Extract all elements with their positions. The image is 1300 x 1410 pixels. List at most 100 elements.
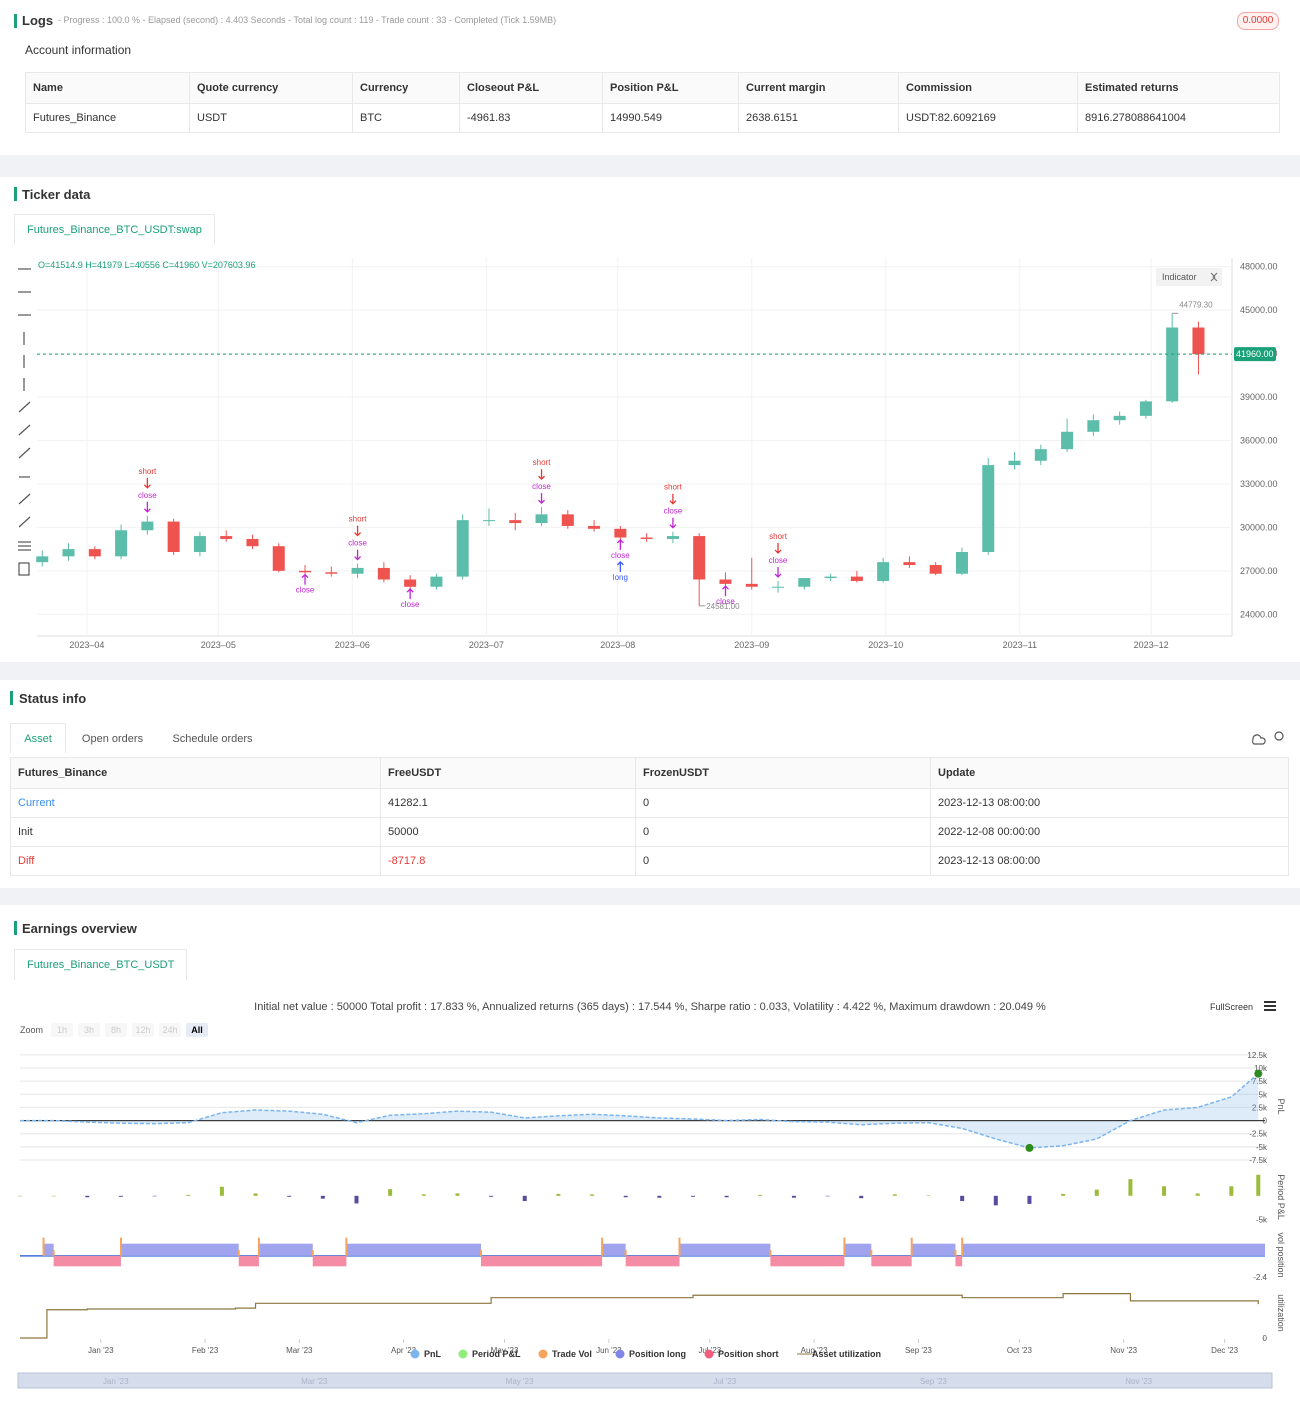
y-tick-label: 24000.00 — [1240, 609, 1278, 619]
navigator-label: Sep '23 — [920, 1377, 947, 1386]
period-bar — [825, 1195, 830, 1197]
period-bar — [791, 1195, 796, 1198]
position-block — [258, 1243, 313, 1256]
candle-body — [588, 525, 601, 529]
legend-label[interactable]: Period P&L — [472, 1349, 521, 1359]
table-cell: Futures_Binance — [25, 103, 190, 133]
period-bar — [892, 1194, 897, 1196]
signal-arrow — [301, 573, 309, 585]
period-bar — [421, 1194, 426, 1196]
table-row: Init 50000 0 2022-12-08 00:00:00 — [10, 817, 1289, 847]
period-bar — [724, 1195, 729, 1198]
ticker-tab[interactable]: Futures_Binance_BTC_USDT:swap — [14, 214, 215, 245]
status-table: Futures_Binance FreeUSDT FrozenUSDT Update C… — [10, 757, 1289, 876]
y-tick-label: 0 — [1263, 1334, 1268, 1343]
candle-body — [903, 562, 916, 566]
zoom-button-label[interactable]: 3h — [84, 1025, 94, 1035]
x-tick-label: Nov '23 — [1110, 1346, 1137, 1355]
signal-arrow — [406, 588, 414, 600]
period-bar — [1162, 1186, 1167, 1196]
header-cell: FrozenUSDT — [635, 757, 931, 789]
position-block — [120, 1243, 239, 1256]
signal-label: close — [348, 539, 367, 548]
zoom-button-label[interactable]: 24h — [162, 1025, 177, 1035]
candle-body — [850, 576, 863, 581]
signal-arrow — [354, 549, 362, 561]
zoom-button-label[interactable]: All — [191, 1025, 203, 1035]
candle-body — [115, 530, 128, 557]
legend-label[interactable]: Asset utilization — [812, 1349, 881, 1359]
candle-body — [36, 556, 49, 563]
period-bar — [657, 1195, 662, 1198]
position-block — [312, 1255, 347, 1267]
position-block — [43, 1243, 54, 1256]
position-block — [480, 1255, 603, 1267]
position-block — [346, 1243, 481, 1256]
zoom-button-label[interactable]: 8h — [111, 1025, 121, 1035]
zoom-button-label[interactable]: 1h — [57, 1025, 67, 1035]
candle-body — [509, 520, 522, 524]
candle-body — [325, 572, 338, 574]
y-tick-label: -2.4 — [1253, 1273, 1267, 1282]
candle-body — [220, 536, 233, 539]
logs-title: Logs — [22, 13, 54, 28]
signal-label: long — [613, 573, 628, 582]
legend-label[interactable]: Position long — [629, 1349, 686, 1359]
account-title: Account information — [25, 43, 132, 57]
logs-card: Logs - Progress : 100.0 % - Elapsed (sec… — [0, 0, 1300, 155]
status-tab[interactable]: Schedule orders — [158, 723, 267, 753]
earnings-tab[interactable]: Futures_Binance_BTC_USDT — [14, 949, 188, 980]
x-tick-label: 2023–09 — [734, 640, 769, 650]
legend-symbol — [615, 1349, 625, 1359]
ticker-title: Ticker data — [22, 187, 91, 202]
period-bar — [859, 1195, 864, 1199]
candle-body — [377, 567, 390, 580]
period-bar — [51, 1195, 56, 1197]
signal-arrow — [616, 538, 624, 550]
period-bar — [1128, 1179, 1133, 1196]
x-tick-label: Apr '23 — [391, 1346, 417, 1355]
zoom-button — [186, 1023, 208, 1037]
candle-body — [877, 562, 890, 581]
legend-symbol — [538, 1349, 548, 1359]
table-row: Diff -8717.8 0 2023-12-13 08:00:00 — [10, 846, 1289, 876]
header-row: Name Quote currency Currency Closeout P&L Po… — [25, 72, 1280, 104]
signal-label: close — [716, 597, 735, 606]
navigator — [17, 1372, 1273, 1389]
y-tick-label: -5k — [1256, 1216, 1268, 1225]
extreme-point — [1254, 1069, 1263, 1078]
y-tick-label: -7.5k — [1249, 1156, 1268, 1165]
x-tick-label: Dec '23 — [1211, 1346, 1238, 1355]
fullscreen-button[interactable]: FullScreen — [1210, 1002, 1253, 1012]
indicator-button[interactable]: Indicator — [1156, 268, 1222, 286]
legend-label[interactable]: Position short — [718, 1349, 779, 1359]
candle-body — [1113, 415, 1126, 421]
legend-symbol — [410, 1349, 420, 1359]
legend-label[interactable]: PnL — [424, 1349, 442, 1359]
x-tick-label: 2023–12 — [1134, 640, 1169, 650]
zoom-button — [132, 1023, 154, 1037]
period-bar — [758, 1194, 763, 1196]
x-tick-label: Jun '23 — [596, 1346, 622, 1355]
table-cell: 0 — [635, 846, 931, 876]
status-tab[interactable]: Asset — [10, 723, 66, 753]
earnings-summary: Initial net value : 50000 Total profit :… — [254, 1001, 1046, 1013]
zoom-button-label[interactable]: 12h — [135, 1025, 150, 1035]
candle-body — [1192, 327, 1205, 355]
navigator-label: Mar '23 — [301, 1377, 328, 1386]
candle-body — [1061, 431, 1074, 450]
period-bar — [960, 1195, 965, 1202]
x-tick-label: Sep '23 — [905, 1346, 932, 1355]
period-bar — [522, 1195, 527, 1202]
last-price-label: 41960.00 — [1236, 349, 1274, 359]
legend-label[interactable]: Trade Vol — [552, 1349, 592, 1359]
y-tick-label: 7.5k — [1252, 1077, 1268, 1086]
price-annotation: 44779.30 — [1179, 300, 1213, 309]
candle-body — [982, 465, 995, 552]
table-cell: 2023-12-13 08:00:00 — [930, 788, 1289, 818]
table-cell: 2638.6151 — [738, 103, 899, 133]
x-tick-label: Mar '23 — [286, 1346, 313, 1355]
status-tab[interactable]: Open orders — [66, 723, 159, 753]
y-tick-label: 10k — [1254, 1064, 1268, 1073]
